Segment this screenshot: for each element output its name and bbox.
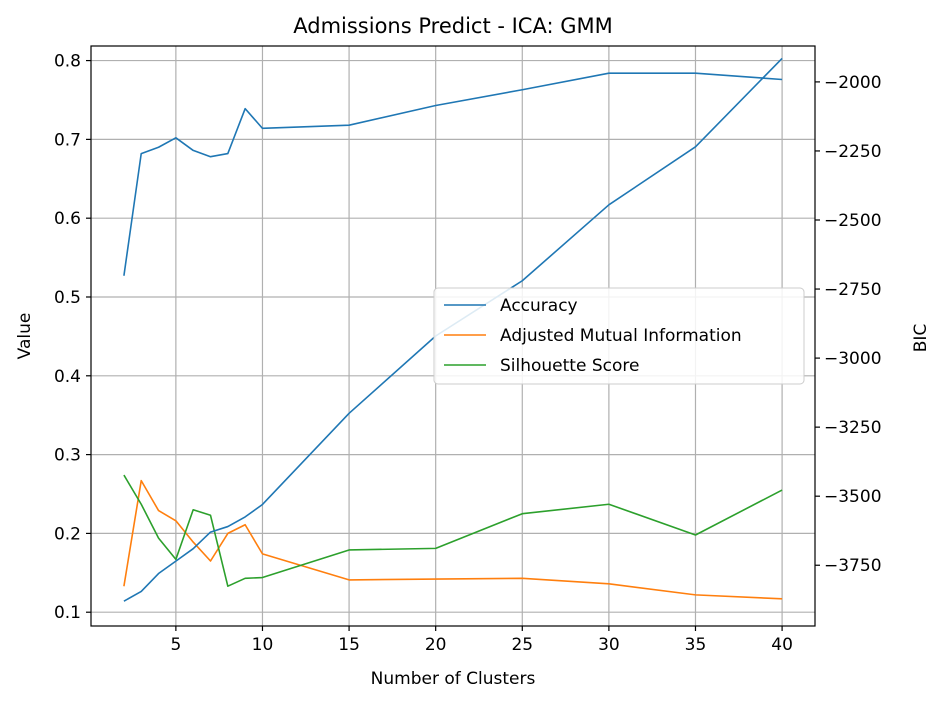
- y2-tick-label: −3000: [824, 349, 882, 369]
- plot-area-frame: [90, 45, 816, 627]
- y-tick-label: 0.6: [54, 209, 81, 229]
- x-tick-label: 25: [511, 635, 533, 655]
- y2-tick-label: −2250: [824, 142, 882, 162]
- chart-title: Admissions Predict - ICA: GMM: [293, 14, 612, 38]
- series-lines: [123, 57, 783, 602]
- y-tick-label: 0.7: [54, 130, 81, 150]
- y-tick-label: 0.1: [54, 603, 81, 623]
- x-tick-label: 30: [598, 635, 620, 655]
- y2-tick-label: −3250: [824, 418, 882, 438]
- x-tick-label: 35: [685, 635, 707, 655]
- y2-tick-label: −3500: [824, 487, 882, 507]
- x-tick-label: 5: [170, 635, 181, 655]
- y2-axis-label: BIC: [911, 324, 931, 353]
- x-ticks: 5 10 15 20 25 30 35 40: [170, 626, 793, 655]
- x-tick-label: 15: [338, 635, 360, 655]
- y2-tick-label: −2750: [824, 280, 882, 300]
- series-line-accuracy: [123, 72, 783, 276]
- x-tick-label: 20: [425, 635, 447, 655]
- legend-label-ami: Adjusted Mutual Information: [500, 326, 742, 346]
- x-axis-label: Number of Clusters: [371, 669, 536, 689]
- series-line-ami: [123, 479, 783, 600]
- y-tick-label: 0.2: [54, 524, 81, 544]
- y2-tick-label: −2000: [824, 73, 882, 93]
- legend-box: [433, 287, 805, 385]
- y-axis-label: Value: [15, 313, 35, 360]
- series-line-silhouette: [123, 474, 783, 588]
- y-tick-label: 0.8: [54, 52, 81, 72]
- y-tick-label: 0.4: [54, 367, 81, 387]
- y-ticks: 0.1 0.2 0.3 0.4 0.5 0.6 0.7 0.8: [54, 52, 91, 623]
- y-tick-label: 0.5: [54, 288, 81, 308]
- legend: Accuracy Adjusted Mutual Information Sil…: [433, 287, 805, 385]
- grid: [91, 46, 815, 626]
- y2-tick-label: −2500: [824, 211, 882, 231]
- legend-label-accuracy: Accuracy: [500, 296, 578, 316]
- series-line-bic: [123, 57, 783, 602]
- y2-tick-label: −3750: [824, 556, 882, 576]
- y2-ticks: −2000 −2250 −2500 −2750 −3000 −3250 −3500 −3750: [815, 73, 882, 576]
- x-tick-label: 10: [252, 635, 274, 655]
- y-tick-label: 0.3: [54, 446, 81, 466]
- x-tick-label: 40: [771, 635, 793, 655]
- legend-label-silhouette: Silhouette Score: [500, 356, 639, 376]
